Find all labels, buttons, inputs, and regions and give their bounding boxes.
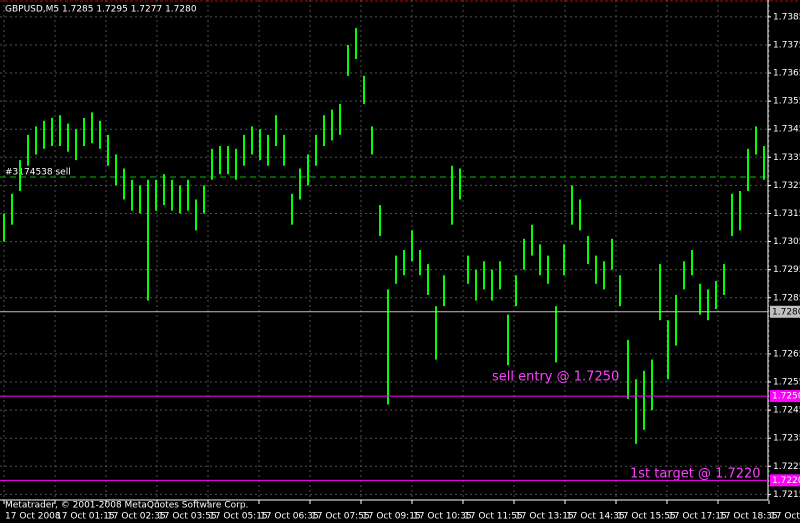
y-tick-label: 1.7305 xyxy=(773,237,800,247)
level-label: 1.7220 xyxy=(772,476,800,486)
x-tick-label: 17 Oct 15:55 xyxy=(617,512,676,522)
level-marker xyxy=(770,305,800,318)
y-tick-label: 1.7215 xyxy=(773,490,800,500)
x-tick-label: 17 Oct 01:15 xyxy=(56,512,115,522)
x-tick-label: 17 Oct 10:35 xyxy=(413,512,472,522)
x-tick-label: 17 Oct 14:35 xyxy=(566,512,625,522)
y-tick-label: 1.7355 xyxy=(773,97,800,107)
x-tick-label: 17 Oct 02:35 xyxy=(107,512,166,522)
level-label: 1.7250 xyxy=(772,392,800,402)
x-tick-label: 17 Oct 03:55 xyxy=(158,512,217,522)
x-tick-label: 17 Oct 19:5 xyxy=(770,512,800,522)
x-tick-label: 17 Oct 17:15 xyxy=(668,512,727,522)
y-tick-label: 1.7375 xyxy=(773,40,800,50)
y-tick-label: 1.7325 xyxy=(773,181,800,191)
level-label: 1.7280 xyxy=(772,307,800,317)
level-marker xyxy=(770,390,800,403)
x-tick-label: 17 Oct 2008 xyxy=(5,512,61,522)
x-tick-label: 17 Oct 09:15 xyxy=(362,512,421,522)
y-tick-label: 1.7365 xyxy=(773,69,800,79)
y-tick-label: 1.7265 xyxy=(773,349,800,359)
x-tick-label: 17 Oct 05:15 xyxy=(209,512,268,522)
y-tick-label: 1.7235 xyxy=(773,434,800,444)
order-label: #3174538 sell xyxy=(5,167,71,177)
annotation: 1st target @ 1.7220 xyxy=(630,467,761,482)
x-tick-label: 17 Oct 13:15 xyxy=(515,512,574,522)
x-tick-label: 17 Oct 06:35 xyxy=(260,512,319,522)
annotation: sell entry @ 1.7250 xyxy=(492,370,619,385)
x-tick-label: 17 Oct 18:35 xyxy=(719,512,778,522)
y-tick-label: 1.7385 xyxy=(773,12,800,22)
level-marker xyxy=(770,474,800,487)
y-tick-label: 1.7345 xyxy=(773,125,800,135)
chart-header: GBPUSD,M5 1.7285 1.7295 1.7277 1.7280 xyxy=(5,5,197,15)
y-tick-label: 1.7245 xyxy=(773,406,800,416)
x-tick-label: 17 Oct 07:55 xyxy=(311,512,370,522)
y-tick-label: 1.7225 xyxy=(773,462,800,472)
y-tick-label: 1.7295 xyxy=(773,265,800,275)
y-tick-label: 1.7285 xyxy=(773,293,800,303)
x-tick-label: 17 Oct 11:55 xyxy=(464,512,523,522)
y-tick-label: 1.7255 xyxy=(773,378,800,388)
footer: Metatrader, © 2001-2008 MetaQuotes Softw… xyxy=(5,501,248,511)
y-tick-label: 1.7315 xyxy=(773,209,800,219)
y-tick-label: 1.7335 xyxy=(773,153,800,163)
